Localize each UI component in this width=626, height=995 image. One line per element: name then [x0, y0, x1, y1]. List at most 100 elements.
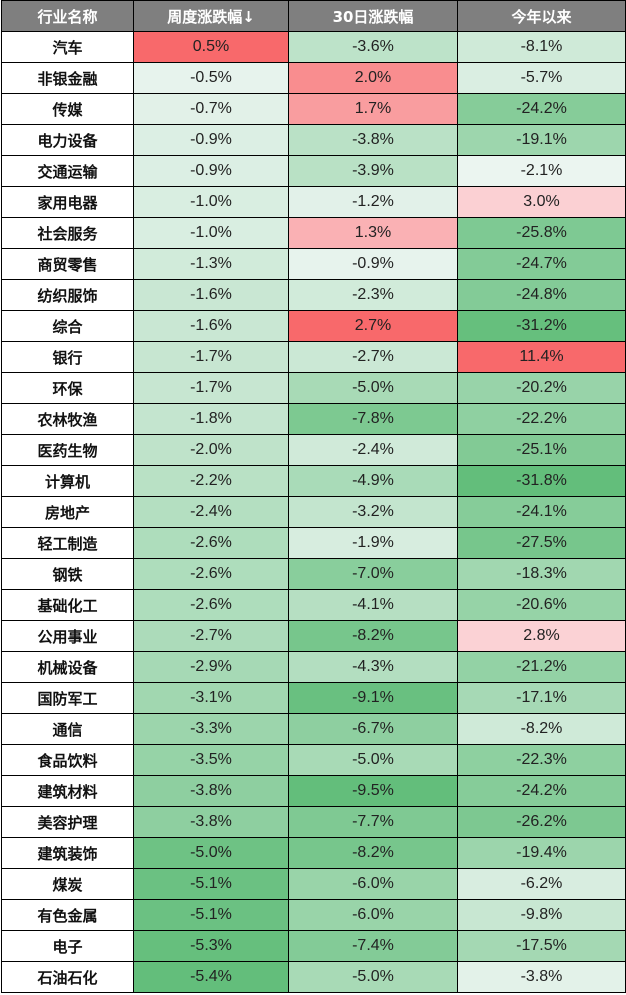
ytd-change-cell: -31.8% — [457, 465, 626, 497]
table-row: 计算机 -2.2% -4.9% -31.8% — [1, 465, 626, 497]
change-30d-cell: -2.3% — [288, 279, 458, 311]
table-row: 汽车 0.5% -3.6% -8.1% — [1, 31, 626, 63]
header-ytd-change[interactable]: 今年以来 — [457, 0, 626, 32]
change-30d-cell: -9.5% — [288, 775, 458, 807]
header-30d-change[interactable]: 30日涨跌幅 — [288, 0, 458, 32]
industry-name-cell: 非银金融 — [1, 62, 134, 94]
weekly-change-cell: -0.9% — [133, 155, 289, 187]
industry-name-cell: 轻工制造 — [1, 527, 134, 559]
weekly-change-cell: -2.7% — [133, 620, 289, 652]
ytd-change-cell: -8.1% — [457, 31, 626, 63]
change-30d-cell: -2.7% — [288, 341, 458, 373]
ytd-change-cell: -24.1% — [457, 496, 626, 528]
change-30d-cell: -6.0% — [288, 868, 458, 900]
ytd-change-cell: -22.3% — [457, 744, 626, 776]
industry-name-cell: 建筑装饰 — [1, 837, 134, 869]
table-row: 美容护理 -3.8% -7.7% -26.2% — [1, 806, 626, 838]
table-row: 医药生物 -2.0% -2.4% -25.1% — [1, 434, 626, 466]
ytd-change-cell: -21.2% — [457, 651, 626, 683]
ytd-change-cell: -20.2% — [457, 372, 626, 404]
industry-name-cell: 汽车 — [1, 31, 134, 63]
table-row: 国防军工 -3.1% -9.1% -17.1% — [1, 682, 626, 714]
change-30d-cell: 2.7% — [288, 310, 458, 342]
industry-name-cell: 商贸零售 — [1, 248, 134, 280]
table-row: 传媒 -0.7% 1.7% -24.2% — [1, 93, 626, 125]
weekly-change-cell: -3.8% — [133, 775, 289, 807]
weekly-change-cell: -2.6% — [133, 589, 289, 621]
industry-name-cell: 农林牧渔 — [1, 403, 134, 435]
weekly-change-cell: -2.6% — [133, 558, 289, 590]
industry-name-cell: 电力设备 — [1, 124, 134, 156]
industry-name-cell: 美容护理 — [1, 806, 134, 838]
ytd-change-cell: -22.2% — [457, 403, 626, 435]
header-industry[interactable]: 行业名称 — [1, 0, 134, 32]
table-row: 房地产 -2.4% -3.2% -24.1% — [1, 496, 626, 528]
table-row: 电子 -5.3% -7.4% -17.5% — [1, 930, 626, 962]
change-30d-cell: -7.0% — [288, 558, 458, 590]
industry-name-cell: 建筑材料 — [1, 775, 134, 807]
table-row: 食品饮料 -3.5% -5.0% -22.3% — [1, 744, 626, 776]
industry-name-cell: 通信 — [1, 713, 134, 745]
industry-name-cell: 电子 — [1, 930, 134, 962]
table-row: 石油石化 -5.4% -5.0% -3.8% — [1, 961, 626, 993]
industry-name-cell: 纺织服饰 — [1, 279, 134, 311]
weekly-change-cell: -1.0% — [133, 217, 289, 249]
table-row: 家用电器 -1.0% -1.2% 3.0% — [1, 186, 626, 218]
change-30d-cell: 1.7% — [288, 93, 458, 125]
change-30d-cell: -6.0% — [288, 899, 458, 931]
change-30d-cell: -3.2% — [288, 496, 458, 528]
table-row: 建筑材料 -3.8% -9.5% -24.2% — [1, 775, 626, 807]
ytd-change-cell: -24.7% — [457, 248, 626, 280]
industry-name-cell: 环保 — [1, 372, 134, 404]
ytd-change-cell: -24.2% — [457, 93, 626, 125]
change-30d-cell: -1.9% — [288, 527, 458, 559]
change-30d-cell: -2.4% — [288, 434, 458, 466]
change-30d-cell: -8.2% — [288, 837, 458, 869]
industry-name-cell: 钢铁 — [1, 558, 134, 590]
change-30d-cell: -5.0% — [288, 372, 458, 404]
ytd-change-cell: -24.8% — [457, 279, 626, 311]
weekly-change-cell: -3.8% — [133, 806, 289, 838]
weekly-change-cell: -0.7% — [133, 93, 289, 125]
table-row: 交通运输 -0.9% -3.9% -2.1% — [1, 155, 626, 187]
ytd-change-cell: -27.5% — [457, 527, 626, 559]
ytd-change-cell: -18.3% — [457, 558, 626, 590]
change-30d-cell: 2.0% — [288, 62, 458, 94]
weekly-change-cell: -0.5% — [133, 62, 289, 94]
header-weekly-change[interactable]: 周度涨跌幅↓ — [133, 0, 289, 32]
weekly-change-cell: -5.1% — [133, 899, 289, 931]
change-30d-cell: -7.4% — [288, 930, 458, 962]
ytd-change-cell: -25.8% — [457, 217, 626, 249]
table-row: 建筑装饰 -5.0% -8.2% -19.4% — [1, 837, 626, 869]
industry-name-cell: 基础化工 — [1, 589, 134, 621]
weekly-change-cell: -1.3% — [133, 248, 289, 280]
ytd-change-cell: -9.8% — [457, 899, 626, 931]
industry-name-cell: 公用事业 — [1, 620, 134, 652]
weekly-change-cell: -1.7% — [133, 341, 289, 373]
table-row: 通信 -3.3% -6.7% -8.2% — [1, 713, 626, 745]
weekly-change-cell: -5.1% — [133, 868, 289, 900]
change-30d-cell: -3.6% — [288, 31, 458, 63]
weekly-change-cell: -3.5% — [133, 744, 289, 776]
ytd-change-cell: -24.2% — [457, 775, 626, 807]
weekly-change-cell: 0.5% — [133, 31, 289, 63]
weekly-change-cell: -3.1% — [133, 682, 289, 714]
change-30d-cell: -5.0% — [288, 961, 458, 993]
change-30d-cell: 1.3% — [288, 217, 458, 249]
change-30d-cell: -3.8% — [288, 124, 458, 156]
table-row: 综合 -1.6% 2.7% -31.2% — [1, 310, 626, 342]
ytd-change-cell: -6.2% — [457, 868, 626, 900]
change-30d-cell: -4.1% — [288, 589, 458, 621]
table-row: 轻工制造 -2.6% -1.9% -27.5% — [1, 527, 626, 559]
industry-name-cell: 家用电器 — [1, 186, 134, 218]
weekly-change-cell: -5.4% — [133, 961, 289, 993]
ytd-change-cell: -19.1% — [457, 124, 626, 156]
change-30d-cell: -3.9% — [288, 155, 458, 187]
ytd-change-cell: 3.0% — [457, 186, 626, 218]
change-30d-cell: -6.7% — [288, 713, 458, 745]
weekly-change-cell: -2.0% — [133, 434, 289, 466]
weekly-change-cell: -3.3% — [133, 713, 289, 745]
ytd-change-cell: -17.1% — [457, 682, 626, 714]
table-row: 商贸零售 -1.3% -0.9% -24.7% — [1, 248, 626, 280]
